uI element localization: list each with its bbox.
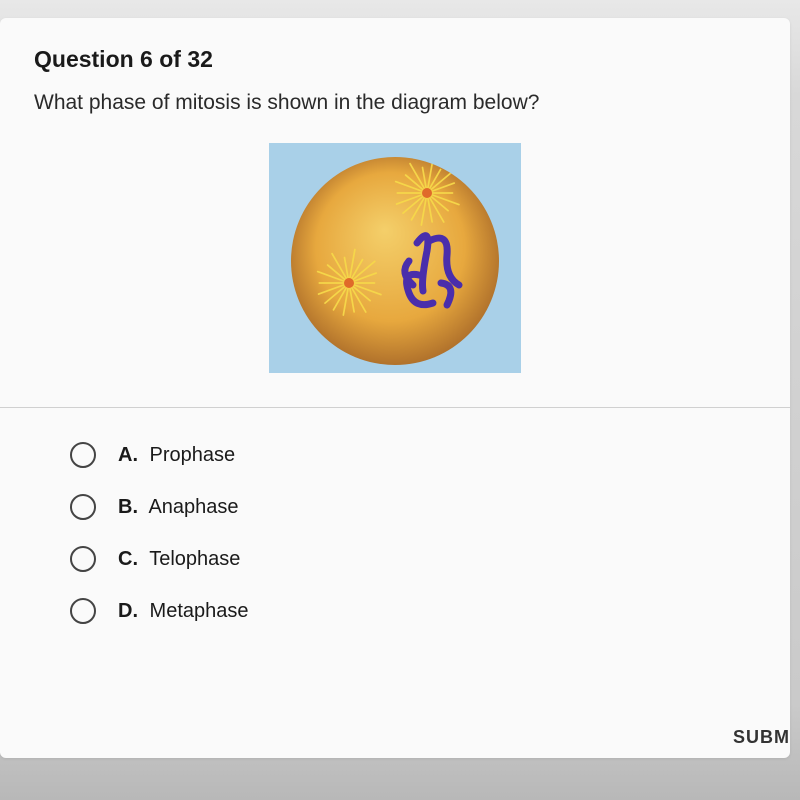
option-text: Metaphase bbox=[144, 600, 249, 622]
diagram-container bbox=[34, 143, 756, 373]
option-letter: D. bbox=[118, 600, 138, 622]
question-card: Question 6 of 32 What phase of mitosis i… bbox=[0, 18, 790, 758]
option-label: D. Metaphase bbox=[118, 600, 249, 623]
divider bbox=[0, 407, 790, 408]
option-letter: A. bbox=[118, 444, 138, 466]
option-text: Anaphase bbox=[144, 496, 239, 518]
option-text: Telophase bbox=[144, 548, 240, 570]
option-row[interactable]: A. Prophase bbox=[70, 442, 756, 468]
question-prompt: What phase of mitosis is shown in the di… bbox=[34, 91, 756, 115]
mitosis-diagram bbox=[269, 143, 521, 373]
option-label: A. Prophase bbox=[118, 444, 235, 467]
option-label: B. Anaphase bbox=[118, 496, 239, 519]
radio-icon[interactable] bbox=[70, 598, 96, 624]
question-header: Question 6 of 32 bbox=[34, 46, 756, 73]
option-letter: B. bbox=[118, 496, 138, 518]
option-row[interactable]: D. Metaphase bbox=[70, 598, 756, 624]
option-letter: C. bbox=[118, 548, 138, 570]
radio-icon[interactable] bbox=[70, 494, 96, 520]
radio-icon[interactable] bbox=[70, 546, 96, 572]
option-row[interactable]: C. Telophase bbox=[70, 546, 756, 572]
radio-icon[interactable] bbox=[70, 442, 96, 468]
options-list: A. Prophase B. Anaphase C. Telophase D. Met… bbox=[34, 442, 756, 624]
option-text: Prophase bbox=[144, 444, 235, 466]
submit-button-fragment[interactable]: SUBM bbox=[733, 727, 790, 748]
option-label: C. Telophase bbox=[118, 548, 240, 571]
option-row[interactable]: B. Anaphase bbox=[70, 494, 756, 520]
